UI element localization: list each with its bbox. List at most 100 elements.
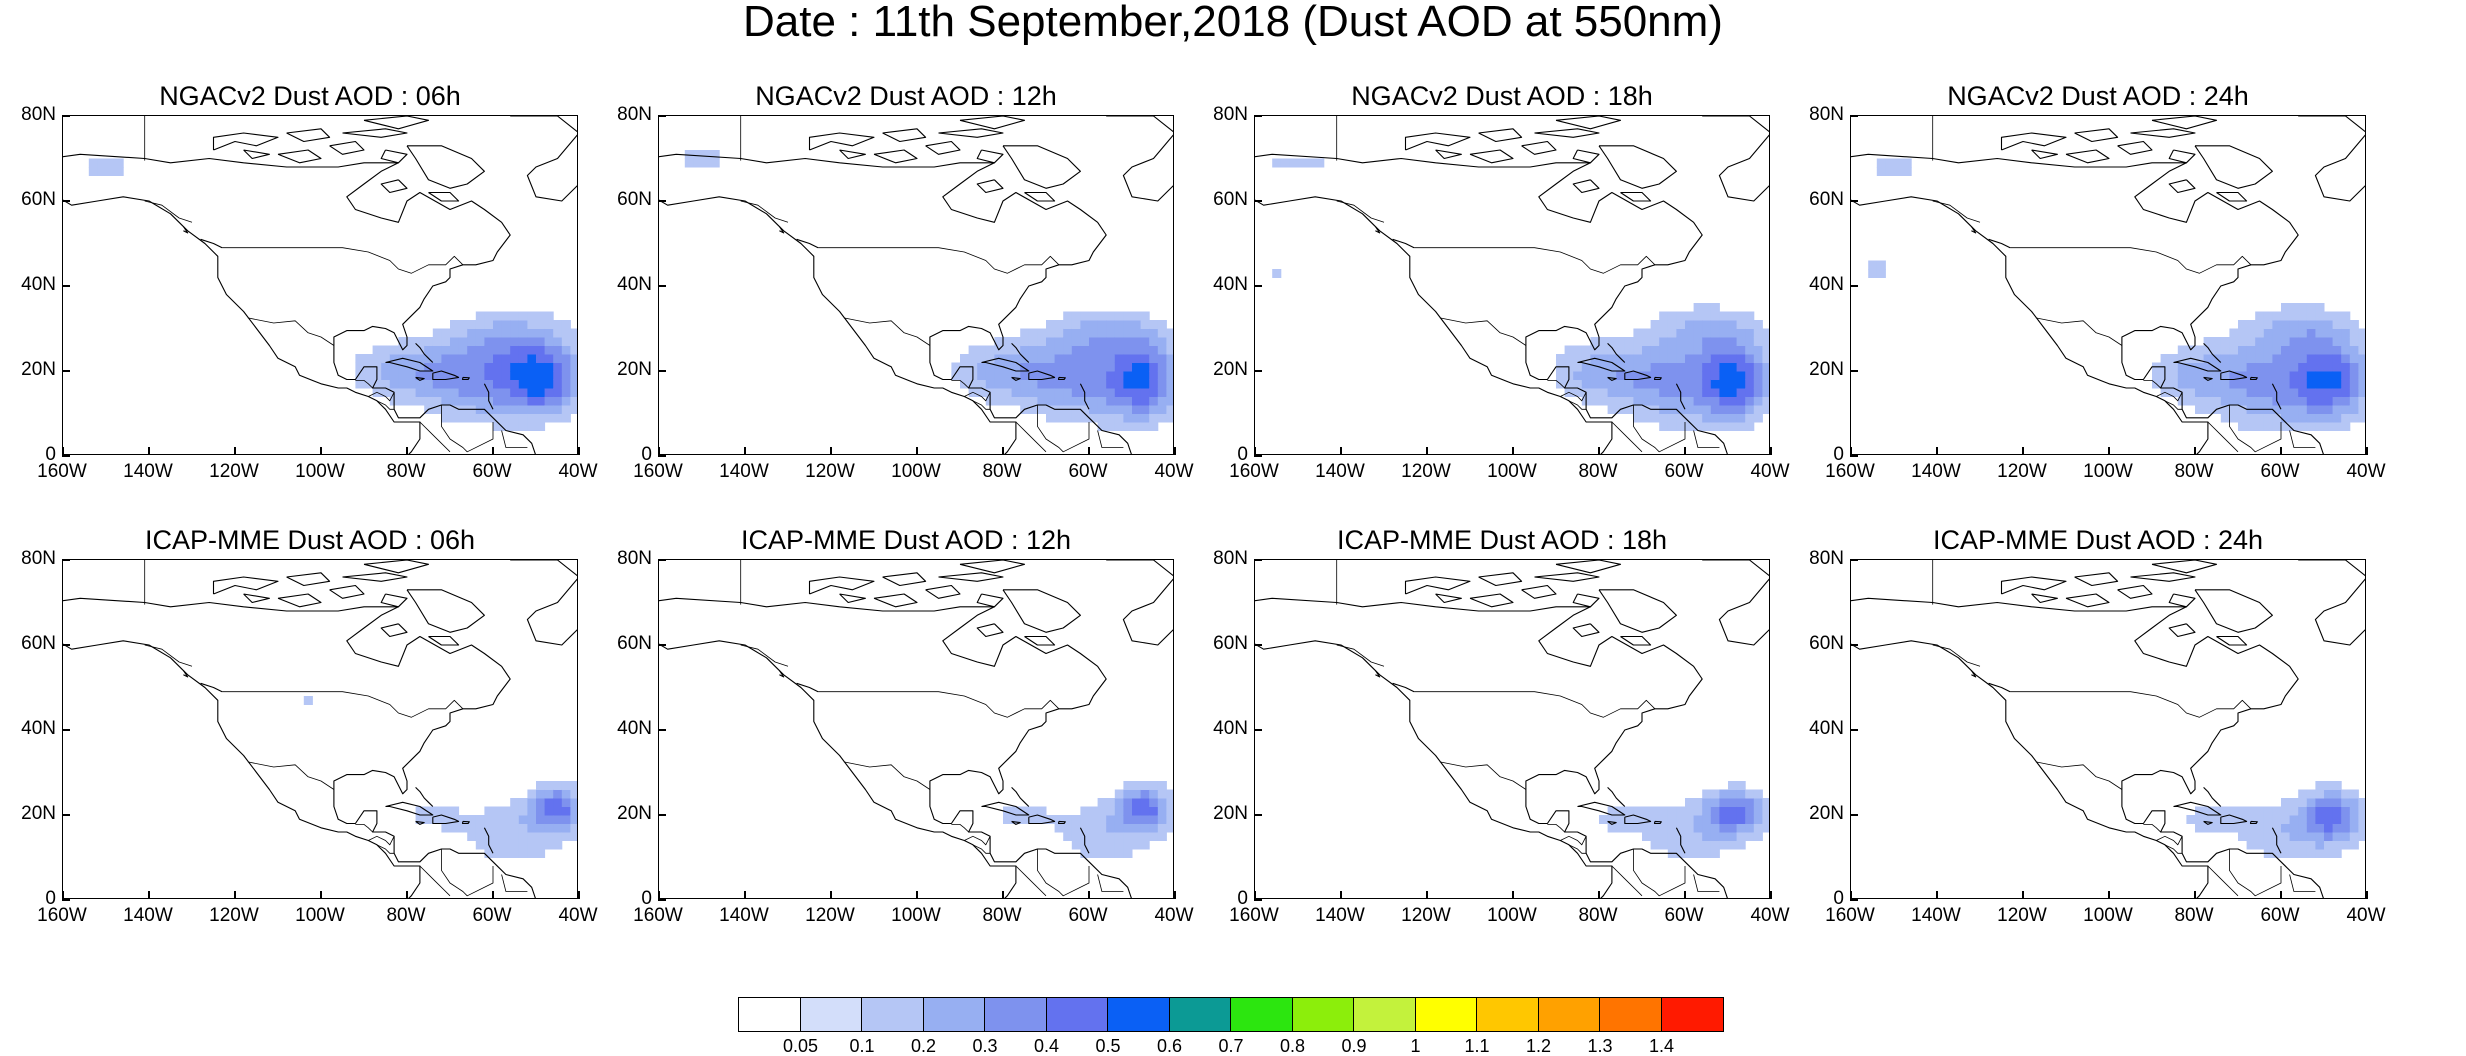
aod-cell [1728, 388, 1738, 397]
aod-cell [527, 354, 537, 363]
aod-cell [1894, 167, 1904, 176]
aod-cell [1063, 815, 1073, 824]
aod-cell [960, 371, 970, 380]
aod-cell [1581, 379, 1591, 389]
aod-cell [518, 388, 528, 397]
aod-cell [2306, 303, 2316, 312]
aod-cell [2298, 371, 2308, 380]
aod-cell [2229, 413, 2239, 423]
lat-tick [1850, 899, 1858, 901]
aod-cell [1140, 413, 1150, 423]
coastline [1851, 640, 2209, 898]
aod-cell [484, 320, 494, 329]
aod-cell [1157, 379, 1167, 389]
aod-cell [1590, 362, 1600, 372]
coastline [432, 370, 460, 381]
aod-cell [1762, 806, 1769, 816]
arctic-coastline [808, 132, 875, 151]
aod-cell [1876, 167, 1886, 176]
map-panel: ICAP-MME Dust AOD : 24h 80N 60N 40N 20N 0 160W… [1788, 525, 2408, 969]
aod-cell [1097, 405, 1107, 414]
aod-cell [432, 815, 442, 824]
aod-cell [1667, 311, 1677, 321]
aod-cell [2315, 354, 2325, 363]
aod-cell [1728, 337, 1738, 346]
aod-cell [2160, 354, 2170, 363]
aod-cell [1885, 158, 1895, 168]
aod-cell [2341, 823, 2351, 833]
aod-cell [527, 789, 537, 799]
aod-cell [1080, 806, 1090, 816]
aod-cell [1054, 320, 1064, 329]
aod-cell [1745, 328, 1755, 338]
aod-cell [1710, 815, 1720, 824]
aod-cell [1607, 823, 1617, 833]
aod-cell [1728, 328, 1738, 338]
aod-cell [381, 371, 391, 380]
aod-cell [1149, 345, 1159, 355]
coastline [1675, 383, 1686, 410]
aod-cell [1736, 840, 1746, 850]
aod-cell [1642, 354, 1652, 363]
aod-cell [2298, 789, 2308, 799]
aod-cell [1650, 362, 1660, 372]
aod-cell [1149, 379, 1159, 389]
aod-cell [1157, 320, 1167, 329]
aod-cell [1071, 328, 1081, 338]
aod-cell [467, 328, 477, 338]
coastline [1079, 827, 1090, 854]
panel-title: ICAP-MME Dust AOD : 12h [740, 525, 1072, 555]
aod-cell [1106, 396, 1116, 406]
aod-cell [2324, 311, 2334, 321]
aod-cell [1607, 371, 1617, 380]
aod-cell [475, 832, 485, 841]
lon-tick-label: 60W [472, 905, 512, 926]
aod-cell [1719, 311, 1729, 321]
aod-cell [415, 806, 425, 816]
aod-cell [1599, 354, 1609, 363]
aod-cell [536, 320, 546, 329]
arctic-coastline [959, 560, 1026, 574]
aod-cell [1753, 832, 1763, 841]
lon-tick-label: 120W [209, 461, 259, 482]
arctic-coastline [2130, 572, 2196, 582]
aod-cell [544, 840, 554, 850]
aod-cell [1054, 328, 1064, 338]
country-border [1015, 865, 1047, 897]
aod-cell [1659, 379, 1669, 389]
coastline [1988, 682, 2011, 693]
arctic-coastline [2168, 593, 2196, 608]
lat-tick [1254, 729, 1262, 731]
aod-cell [1106, 798, 1116, 807]
aod-cell [1114, 320, 1124, 329]
aod-cell [1037, 815, 1047, 824]
aod-cell [1719, 422, 1729, 431]
coastline [2121, 345, 2324, 454]
lon-tick [830, 447, 832, 455]
aod-cell [536, 396, 546, 406]
aod-cell [1020, 362, 1030, 372]
aod-cell [1140, 806, 1150, 816]
map-panel: NGACv2 Dust AOD : 06h 80N 60N 40N 20N 0 160W 14… [0, 81, 620, 525]
country-border [740, 200, 789, 223]
aod-cell [2263, 337, 2273, 346]
main-title: Date : 11th September,2018 (Dust AOD at … [743, 0, 1723, 46]
lon-tick [1850, 891, 1852, 899]
aod-cell [1659, 388, 1669, 397]
country-border [2228, 405, 2282, 453]
aod-cell [475, 379, 485, 389]
lat-tick [658, 285, 666, 287]
aod-cell [1659, 396, 1669, 406]
lon-tick-label: 100W [295, 461, 345, 482]
coastline [415, 376, 425, 381]
coastline [1653, 820, 1662, 825]
aod-cell [1046, 345, 1056, 355]
aod-cell [1123, 781, 1133, 790]
coastline [981, 357, 1030, 372]
aod-cell [2298, 345, 2308, 355]
aod-cell [518, 311, 528, 321]
aod-cell [518, 337, 528, 346]
aod-cell [1080, 345, 1090, 355]
lat-tick [1850, 115, 1858, 117]
aod-cell [527, 362, 537, 372]
